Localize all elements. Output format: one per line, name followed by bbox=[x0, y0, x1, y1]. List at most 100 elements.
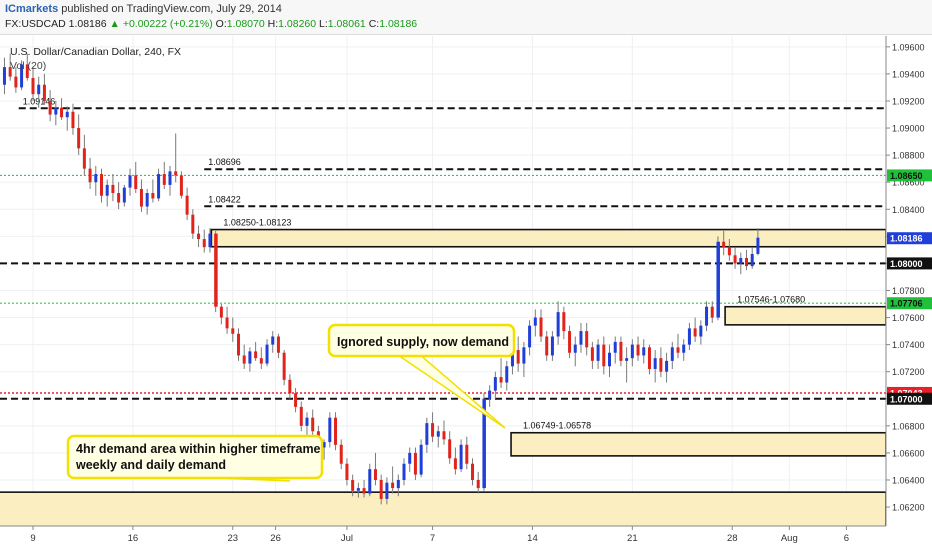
candle-body bbox=[465, 444, 469, 464]
candle-body bbox=[254, 351, 258, 359]
publisher-name[interactable]: ICmarkets bbox=[5, 3, 59, 15]
candles-layer bbox=[2, 53, 760, 505]
candle-body bbox=[510, 350, 514, 367]
volume-label: Vol (20) bbox=[10, 60, 46, 72]
annotation-text-supply: Ignored supply, now demand bbox=[337, 335, 509, 349]
candle-body bbox=[750, 253, 754, 267]
price-tick-label: 1.06800 bbox=[892, 421, 925, 431]
candle-body bbox=[425, 423, 429, 445]
publisher-line: ICmarkets published on TradingView.com, … bbox=[5, 3, 282, 15]
price-tick-label: 1.09200 bbox=[892, 96, 925, 106]
demand-supply-zone bbox=[724, 305, 887, 326]
price-axis-background bbox=[886, 36, 932, 526]
candle-body bbox=[248, 351, 252, 364]
candle-body bbox=[179, 175, 183, 196]
candle-body bbox=[265, 344, 269, 364]
candle-body bbox=[20, 64, 24, 88]
candle-body bbox=[545, 336, 549, 356]
candle-body bbox=[659, 358, 663, 372]
candle-body bbox=[636, 344, 640, 356]
candle-body bbox=[727, 247, 731, 256]
candle-body bbox=[37, 84, 41, 95]
candle-body bbox=[139, 188, 143, 207]
price-tick-label: 1.09000 bbox=[892, 124, 925, 134]
candle-body bbox=[111, 184, 115, 194]
candle-body bbox=[202, 239, 206, 248]
candle-body bbox=[391, 482, 395, 489]
candle-body bbox=[219, 306, 223, 318]
time-tick-label: Aug bbox=[781, 533, 798, 544]
price-tick-label: 1.08800 bbox=[892, 151, 925, 161]
close-label: C: bbox=[368, 18, 380, 30]
price-tick-label: 1.07800 bbox=[892, 286, 925, 296]
candle-body bbox=[145, 193, 149, 207]
candle-body bbox=[299, 406, 303, 426]
candle-body bbox=[259, 358, 263, 364]
price-label-text: 1.08186 bbox=[890, 234, 923, 244]
candle-body bbox=[522, 347, 526, 364]
time-tick-label: 9 bbox=[30, 533, 35, 544]
candle-body bbox=[413, 452, 417, 475]
annotation-box-supply[interactable] bbox=[327, 323, 516, 358]
candle-body bbox=[716, 241, 720, 318]
candle-body bbox=[48, 100, 52, 115]
candle-body bbox=[77, 128, 81, 149]
price-labels: 1.086501.081861.080001.077061.070431.070… bbox=[887, 169, 932, 405]
candle-body bbox=[339, 444, 343, 464]
candle-body bbox=[505, 366, 509, 383]
candle-body bbox=[579, 331, 583, 345]
price-tick-label: 1.06400 bbox=[892, 475, 925, 485]
annotation-box-demand[interactable] bbox=[66, 434, 324, 480]
candle-body bbox=[745, 257, 748, 267]
high-value: 1.08260 bbox=[278, 18, 317, 30]
candle-body bbox=[271, 336, 275, 345]
candle-body bbox=[60, 107, 64, 118]
candle-body bbox=[168, 171, 172, 185]
time-tick-label: 14 bbox=[527, 533, 538, 544]
candle-body bbox=[619, 341, 623, 361]
candle-body bbox=[516, 350, 520, 364]
candle-body bbox=[630, 344, 634, 359]
last-price: 1.08186 bbox=[68, 18, 107, 30]
low-label: L: bbox=[319, 18, 328, 30]
candle-body bbox=[208, 233, 212, 248]
price-label-badge bbox=[887, 232, 932, 245]
published-text: published on TradingView.com, July 29, 2… bbox=[61, 3, 282, 15]
candle-body bbox=[739, 257, 743, 264]
candle-body bbox=[334, 417, 338, 445]
candle-body bbox=[550, 336, 554, 356]
candle-body bbox=[408, 452, 412, 464]
price-label-text: 1.08000 bbox=[890, 259, 923, 269]
candle-body bbox=[476, 479, 480, 489]
candle-body bbox=[214, 233, 218, 307]
level-line-label: 1.08422 bbox=[208, 194, 241, 204]
candle-body bbox=[471, 463, 475, 480]
candle-body bbox=[436, 431, 440, 437]
candle-body bbox=[499, 377, 503, 383]
time-axis[interactable]: 9 16 23 26 Jul 7 14 21 28 Aug 6 bbox=[30, 526, 849, 544]
candle-body bbox=[225, 317, 229, 329]
price-label-badge bbox=[887, 257, 932, 270]
candle-body bbox=[185, 195, 189, 215]
candle-body bbox=[356, 488, 360, 491]
candle-body bbox=[590, 347, 594, 361]
candle-body bbox=[665, 360, 669, 372]
candle-body bbox=[117, 193, 121, 203]
price-label-badge bbox=[887, 297, 932, 310]
candle-body bbox=[8, 67, 12, 77]
candle-body bbox=[385, 482, 389, 499]
candle-body bbox=[2, 67, 6, 85]
candle-body bbox=[431, 423, 435, 437]
candle-body bbox=[174, 171, 178, 176]
candle-body bbox=[756, 237, 760, 254]
time-tick-label: 6 bbox=[844, 533, 849, 544]
price-tick-label: 1.07600 bbox=[892, 313, 925, 323]
price-change: +0.00222 (+0.21%) bbox=[122, 18, 213, 30]
candle-body bbox=[402, 463, 406, 480]
candle-body bbox=[699, 325, 703, 337]
candle-body bbox=[373, 469, 377, 480]
candle-body bbox=[670, 347, 674, 361]
candle-body bbox=[322, 442, 326, 448]
candle-body bbox=[197, 233, 201, 240]
